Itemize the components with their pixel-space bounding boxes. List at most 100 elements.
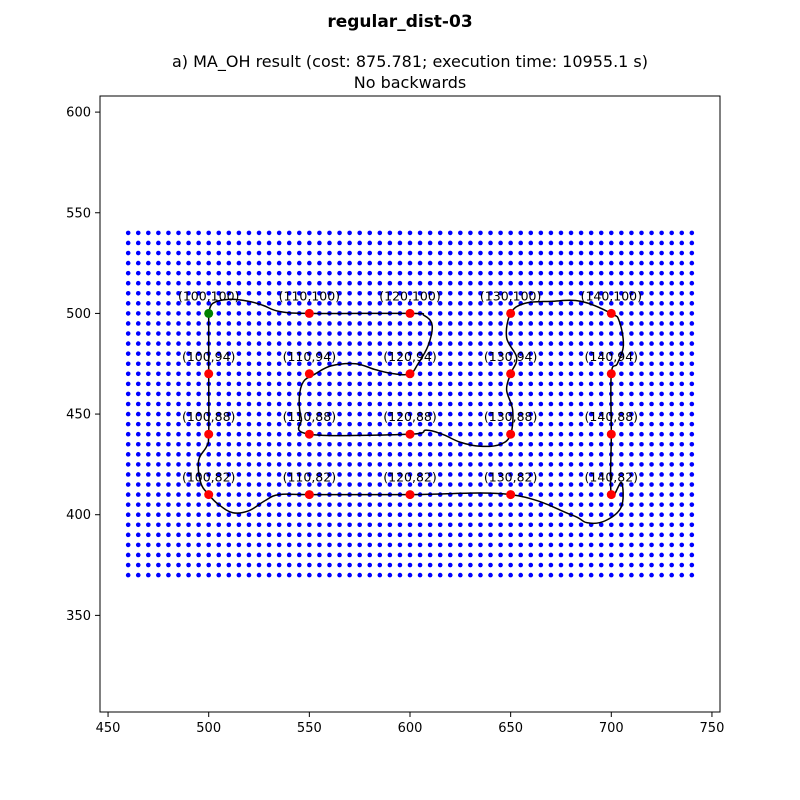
background-point	[176, 482, 181, 487]
background-point	[125, 240, 131, 246]
background-point	[548, 331, 554, 336]
background-point	[296, 301, 302, 306]
background-point	[528, 421, 534, 427]
background-point	[498, 351, 503, 356]
background-point	[437, 411, 443, 417]
background-point	[357, 301, 362, 306]
background-point	[639, 280, 644, 286]
background-point	[387, 270, 393, 276]
background-point	[447, 482, 453, 487]
background-points-layer	[125, 230, 695, 578]
background-point	[538, 462, 544, 467]
background-point	[488, 411, 493, 417]
background-point	[578, 542, 584, 548]
background-point	[307, 572, 312, 578]
background-point	[196, 411, 201, 417]
background-point	[266, 260, 272, 266]
background-point	[146, 230, 151, 236]
background-point	[689, 522, 695, 528]
background-point	[417, 240, 423, 246]
background-point	[256, 230, 262, 236]
background-point	[639, 552, 644, 558]
background-point	[447, 311, 453, 316]
background-point	[417, 250, 423, 256]
background-point	[598, 452, 604, 457]
background-point	[417, 260, 423, 266]
background-point	[528, 230, 534, 236]
background-point	[508, 452, 513, 457]
background-point	[669, 452, 674, 457]
background-point	[176, 301, 181, 306]
background-point	[347, 502, 352, 507]
background-point	[156, 572, 161, 578]
background-point	[166, 552, 171, 558]
background-point	[669, 351, 674, 356]
background-point	[226, 472, 232, 477]
background-point	[679, 562, 685, 568]
background-point	[417, 522, 423, 528]
background-point	[488, 572, 493, 578]
background-point	[216, 270, 222, 276]
x-tick-label: 650	[498, 721, 523, 736]
background-point	[488, 341, 493, 346]
background-point	[186, 421, 191, 427]
background-point	[246, 421, 252, 427]
background-point	[196, 502, 201, 507]
background-point	[629, 391, 634, 397]
background-point	[538, 331, 544, 336]
background-point	[347, 391, 352, 397]
background-point	[598, 421, 604, 427]
background-point	[377, 321, 383, 326]
background-point	[176, 502, 181, 507]
background-point	[397, 542, 403, 548]
background-point	[588, 562, 594, 568]
background-point	[488, 552, 493, 558]
background-point	[629, 552, 634, 558]
background-point	[629, 462, 634, 467]
background-point	[246, 482, 252, 487]
background-point	[347, 371, 352, 377]
background-point	[256, 542, 262, 548]
background-point	[649, 502, 654, 507]
background-point	[488, 351, 493, 356]
background-point	[427, 502, 433, 507]
background-point	[377, 331, 383, 336]
background-point	[578, 532, 584, 538]
background-point	[397, 482, 403, 487]
background-point	[186, 572, 191, 578]
background-point	[639, 562, 644, 568]
background-point	[447, 391, 453, 397]
background-point	[538, 522, 544, 528]
background-point	[568, 230, 574, 236]
background-point	[176, 411, 181, 417]
background-point	[508, 522, 513, 528]
background-point	[146, 321, 151, 326]
node-label: (110,100)	[279, 288, 340, 303]
background-point	[508, 321, 513, 326]
background-point	[548, 542, 554, 548]
background-point	[498, 361, 503, 367]
background-point	[427, 351, 433, 356]
background-point	[649, 290, 654, 296]
background-point	[578, 431, 584, 437]
background-point	[608, 572, 614, 578]
background-point	[508, 301, 513, 306]
background-point	[528, 290, 534, 296]
background-point	[397, 502, 403, 507]
background-point	[216, 321, 222, 326]
background-point	[598, 522, 604, 528]
background-point	[176, 341, 181, 346]
background-point	[538, 441, 544, 447]
background-point	[508, 411, 513, 417]
background-point	[578, 381, 584, 387]
background-point	[186, 441, 191, 447]
background-point	[377, 441, 383, 447]
background-point	[558, 441, 564, 447]
background-point	[619, 311, 624, 316]
background-point	[216, 381, 222, 387]
background-point	[296, 290, 302, 296]
background-point	[669, 260, 674, 266]
background-point	[266, 391, 272, 397]
node-label: (110,82)	[283, 470, 337, 485]
background-point	[176, 401, 181, 407]
